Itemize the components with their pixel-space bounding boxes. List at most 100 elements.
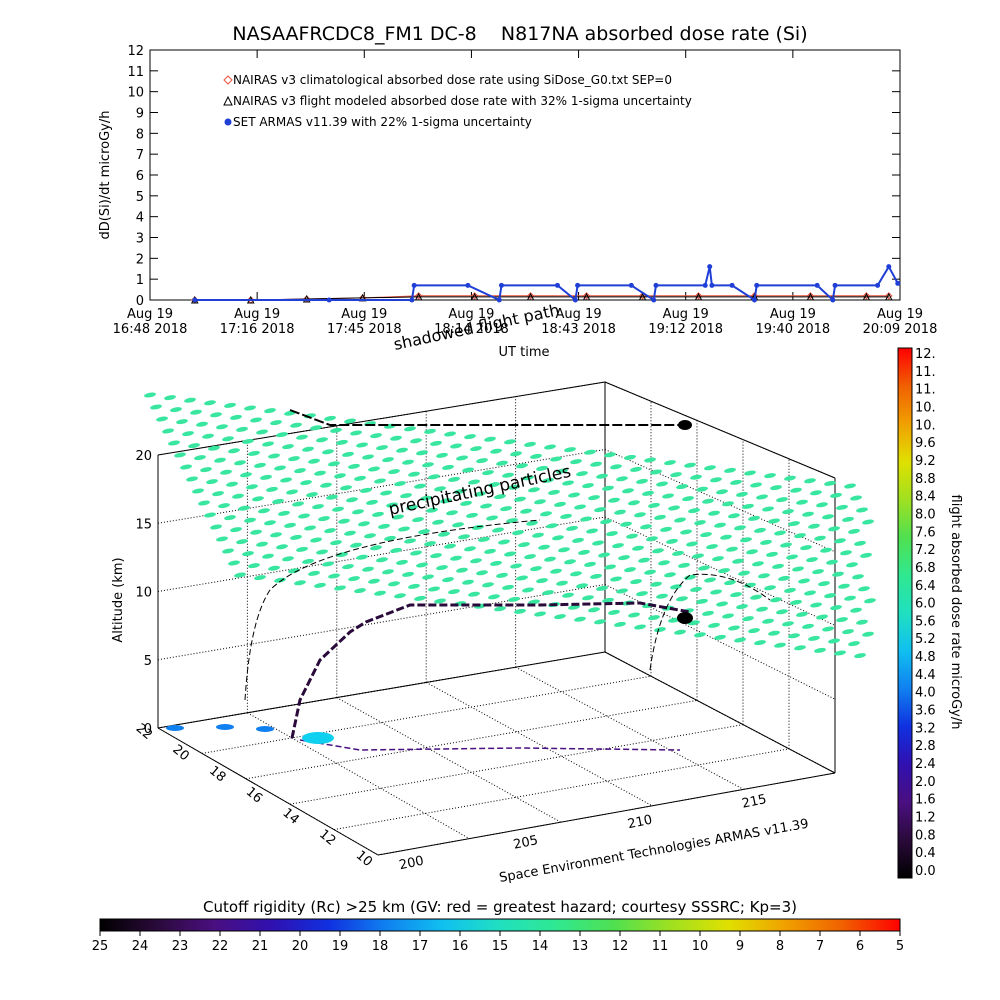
particle-mark [756,606,768,612]
bottom-colorbar-tick-label: 6 [856,939,864,954]
particle-mark [542,477,554,483]
particle-mark [664,460,676,466]
particle-mark [606,531,618,537]
particle-mark [844,483,856,489]
altitude-tick-label: 5 [144,654,152,669]
particle-mark [748,515,760,521]
bottom-colorbar-label: Cutoff rigidity (Rc) >25 km (GV: red = g… [203,898,797,916]
particle-mark [322,561,334,567]
series-point [526,292,535,300]
particle-mark [724,580,736,586]
particle-mark [644,569,656,575]
particle-mark [708,622,720,628]
particle-mark [456,567,468,573]
particle-mark [282,444,294,450]
particle-mark [228,448,240,454]
particle-mark [566,525,578,531]
particle-mark [268,565,280,571]
particle-mark [840,550,852,556]
particle-mark [694,632,706,638]
3d-floor-edge [377,772,836,856]
particle-mark [844,595,856,601]
particle-mark [362,454,374,460]
bottom-colorbar-tick-label: 17 [412,939,429,954]
altitude-gridline [604,381,836,479]
particle-mark [562,480,574,486]
particle-mark [222,548,234,554]
right-colorbar-tick-label: 4.4 [915,668,936,683]
floor-gridline [333,748,790,831]
series-point [498,282,504,288]
particle-mark [388,469,400,475]
particle-mark [446,510,458,516]
particle-mark [680,529,692,535]
particle-mark [366,499,378,505]
particle-mark [444,431,456,437]
particle-mark [826,559,838,565]
particle-mark [324,415,336,421]
bottom-colorbar-tick-label: 5 [896,939,904,954]
particle-mark [496,460,508,466]
particle-mark [720,534,732,540]
particle-mark [624,454,636,460]
particle-mark [808,523,820,529]
right-colorbar-tick-label: 3.2 [915,721,936,736]
particle-mark [696,598,708,604]
particle-mark [156,416,168,422]
flight-track-projection-floor [299,739,681,751]
particle-mark [242,438,254,444]
particle-mark [314,582,326,588]
particle-mark [528,487,540,493]
series-point [628,282,634,288]
particle-mark [174,452,186,458]
particle-mark [650,469,662,475]
flight-track-shadow [649,573,771,671]
particle-mark [576,583,588,589]
particle-mark [734,637,746,643]
particle-mark [392,514,404,520]
particle-mark [300,480,312,486]
particle-mark [338,518,350,524]
particle-mark [796,499,808,505]
floor-gridline [515,666,744,790]
legend-marker [223,95,233,106]
particle-mark [196,421,208,427]
particle-mark [492,527,504,533]
series-point [554,282,560,288]
legend-entry: NAIRAS v3 flight modeled absorbed dose r… [233,94,692,108]
particle-mark [350,542,362,548]
particle-mark [626,533,638,539]
particle-mark [590,461,602,467]
particle-mark [828,526,840,532]
longitude-tick-label: 200 [398,854,425,874]
particle-mark [768,518,780,524]
bottom-colorbar-tick-label: 24 [132,939,149,954]
particle-mark [520,508,532,514]
particle-mark [548,489,560,495]
particle-mark [722,613,734,619]
particle-mark [330,540,342,546]
particle-mark [216,424,228,430]
particle-mark [418,529,430,535]
right-colorbar-tick-label: 7.2 [915,543,936,558]
particle-mark [232,493,244,499]
altitude-tick-label: 15 [135,517,152,532]
chart-title: NASAAFRCDC8_FM1 DC-8 N817NA absorbed dos… [232,23,807,45]
particle-mark [842,629,854,635]
particle-mark [450,443,462,449]
particle-mark [356,442,368,448]
particle-mark [656,593,668,599]
particle-mark [614,621,626,627]
particle-mark [164,395,176,401]
particle-mark [674,517,686,523]
right-colorbar-tick-label: 6.4 [915,579,936,594]
bottom-colorbar-ticks: 25 24 23 22 21 20 19 18 17 16 15 14 13 12 11 10 9 8 7 6 5 [92,931,904,954]
particle-mark [260,474,272,480]
right-colorbar-tick-label: 10. [915,400,936,415]
particle-mark [672,550,684,556]
particle-mark [242,551,254,557]
particle-mark [238,505,250,511]
particle-mark [822,514,834,520]
particle-mark [372,511,384,517]
